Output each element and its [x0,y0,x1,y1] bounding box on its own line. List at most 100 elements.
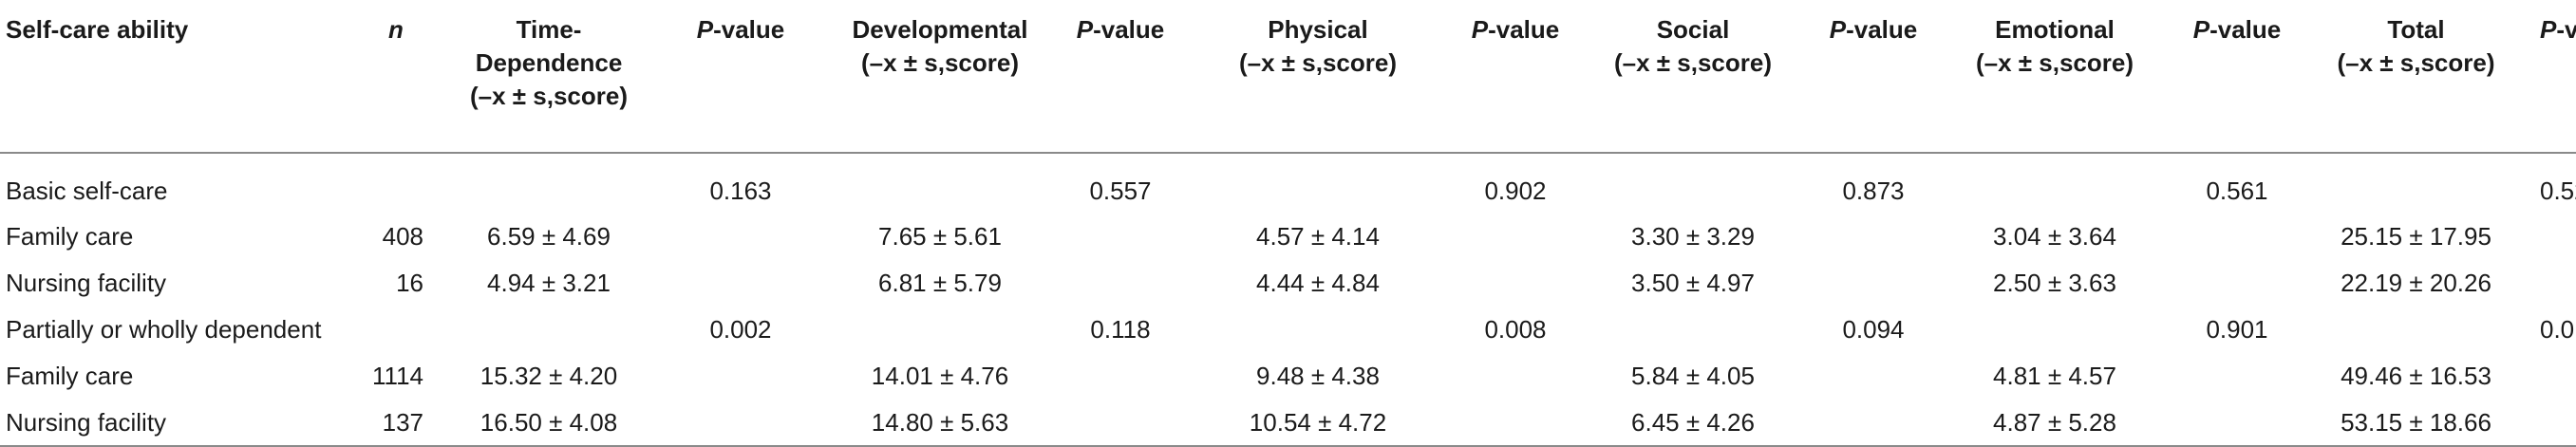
row-label: Family care [6,362,134,390]
cell-p-value [2176,400,2298,447]
cell-emotional: 2.50 ± 3.63 [1993,269,2116,297]
cell-social [1572,153,1814,214]
header-social: Social (–x ± s,score) [1572,0,1814,154]
cell-p-value [1063,260,1177,307]
cell-p-value: 0.520 [2540,177,2576,205]
cell-social: 3.50 ± 4.97 [1631,269,1755,297]
cell-p-value [1814,400,1933,447]
cell-p-value [2176,214,2298,260]
cell-physical: 9.48 ± 4.38 [1256,362,1380,390]
cell-n: 408 [382,222,423,251]
header-developmental: Developmental (–x ± s,score) [817,0,1063,154]
cell-emotional: 4.87 ± 5.28 [1933,400,2176,447]
cell-total [2298,307,2534,353]
cell-developmental: 14.01 ± 4.76 [871,362,1009,390]
header-p-value: P-value [665,0,817,154]
cell-p-value [2176,260,2298,307]
cell-time-dependence: 6.59 ± 4.69 [487,222,611,251]
cell-n: 16 [396,269,423,297]
cell-total [2298,153,2534,214]
cell-p-value [1063,214,1177,260]
cell-p-value [665,400,817,447]
row-label: Nursing facility [6,269,167,297]
header-p-value: P-value [1458,0,1572,154]
cell-physical: 4.57 ± 4.14 [1256,222,1380,251]
cell-n: 1114 [372,362,423,390]
cell-p-value: 0.557 [1089,177,1152,205]
table-row: Nursing facility 137 16.50 ± 4.08 14.80 … [0,400,2576,447]
cell-total: 49.46 ± 16.53 [2341,362,2491,390]
cell-p-value [1814,260,1933,307]
row-label: Nursing facility [0,400,359,447]
cell-p-value [1063,353,1177,400]
cell-social: 6.45 ± 4.26 [1572,400,1814,447]
cell-p-value: 0.015 [2540,315,2576,344]
cell-emotional [1933,307,2176,353]
header-p-value: P-value [1814,0,1933,154]
header-n: n [359,0,433,154]
row-label: Basic self-care [6,177,168,205]
cell-physical: 10.54 ± 4.72 [1177,400,1458,447]
table-header-row: Self-care ability n Time- Dependence (–x… [0,0,2576,154]
cell-n [359,153,433,214]
row-label: Partially or wholly dependent [6,315,322,344]
cell-developmental: 14.80 ± 5.63 [817,400,1063,447]
cell-p-value [1458,214,1572,260]
header-emotional: Emotional (–x ± s,score) [1933,0,2176,154]
cell-p-value [665,353,817,400]
cell-time-dependence: 15.32 ± 4.20 [479,362,618,390]
cell-p-value: 0.094 [1842,315,1905,344]
cell-p-value [2176,353,2298,400]
cell-p-value [1814,353,1933,400]
header-physical: Physical (–x ± s,score) [1177,0,1458,154]
row-label: Family care [6,222,134,251]
cell-p-value: 0.901 [2206,315,2268,344]
cell-p-value [2534,400,2576,447]
cell-p-value [1814,214,1933,260]
cell-time-dependence: 16.50 ± 4.08 [433,400,665,447]
cell-p-value: 0.002 [709,315,772,344]
table-row: Family care 1114 15.32 ± 4.20 14.01 ± 4.… [0,353,2576,400]
cell-p-value [1458,400,1572,447]
cell-p-value: 0.163 [709,177,772,205]
cell-physical [1177,153,1458,214]
cell-developmental [817,307,1063,353]
header-time-dependence: Time- Dependence (–x ± s,score) [433,0,665,154]
cell-p-value [1063,400,1177,447]
table-row: Basic self-care 0.163 0.557 0.902 0.873 … [0,153,2576,214]
cell-emotional [1933,153,2176,214]
cell-p-value: 0.008 [1484,315,1547,344]
cell-p-value [665,214,817,260]
cell-developmental [817,153,1063,214]
header-total: Total (–x ± s,score) [2298,0,2534,154]
cell-total: 22.19 ± 20.26 [2341,269,2491,297]
cell-time-dependence [433,153,665,214]
cell-time-dependence: 4.94 ± 3.21 [487,269,611,297]
cell-n: 137 [359,400,433,447]
cell-emotional: 4.81 ± 4.57 [1993,362,2116,390]
cell-developmental: 7.65 ± 5.61 [878,222,1002,251]
cell-p-value [1458,353,1572,400]
header-p-value: P-value [2176,0,2298,154]
header-p-value: P-value [2534,0,2576,154]
cell-physical [1177,307,1458,353]
cell-n [359,307,433,353]
cell-p-value [2534,353,2576,400]
header-self-care-ability: Self-care ability [0,0,359,154]
cell-p-value [2534,260,2576,307]
cell-p-value [665,260,817,307]
cell-p-value: 0.118 [1090,315,1151,344]
cell-social: 3.30 ± 3.29 [1631,222,1755,251]
cell-p-value: 0.902 [1484,177,1547,205]
cell-p-value [2534,214,2576,260]
table-row: Nursing facility 16 4.94 ± 3.21 6.81 ± 5… [0,260,2576,307]
cell-p-value: 0.873 [1842,177,1905,205]
cell-p-value [1458,260,1572,307]
cell-p-value: 0.561 [2206,177,2268,205]
table-row: Family care 408 6.59 ± 4.69 7.65 ± 5.61 … [0,214,2576,260]
cell-physical: 4.44 ± 4.84 [1256,269,1380,297]
table-row: Partially or wholly dependent 0.002 0.11… [0,307,2576,353]
header-p-value: P-value [1063,0,1177,154]
